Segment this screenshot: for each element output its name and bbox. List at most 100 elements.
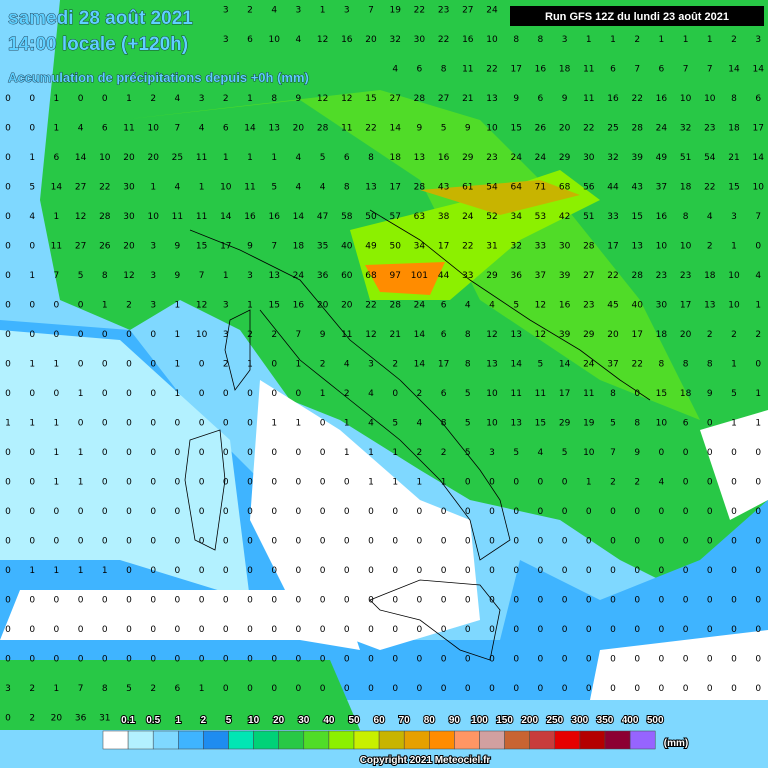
grid-value: 10: [99, 153, 111, 163]
grid-value: 16: [244, 212, 256, 222]
grid-value: 10: [704, 94, 716, 104]
legend-label: 350: [597, 715, 614, 726]
grid-value: 57: [389, 212, 400, 222]
grid-value: 6: [441, 301, 447, 311]
grid-value: 1: [392, 478, 398, 488]
grid-value: 4: [175, 183, 181, 193]
grid-value: 0: [320, 507, 326, 517]
grid-value: 10: [486, 419, 498, 429]
grid-value: 12: [341, 94, 352, 104]
grid-value: 0: [102, 94, 108, 104]
grid-value: 1: [175, 330, 181, 340]
grid-value: 0: [199, 478, 205, 488]
grid-value: 22: [704, 183, 715, 193]
grid-value: 60: [341, 271, 353, 281]
legend-label: 2: [201, 715, 207, 726]
grid-value: 0: [320, 566, 326, 576]
grid-value: 0: [344, 655, 350, 665]
grid-value: 0: [54, 537, 60, 547]
grid-value: 18: [656, 330, 668, 340]
grid-value: 0: [5, 389, 11, 399]
grid-value: 0: [5, 153, 11, 163]
grid-value: 0: [489, 684, 495, 694]
grid-value: 0: [223, 507, 229, 517]
grid-value: 10: [680, 94, 692, 104]
grid-value: 4: [755, 271, 761, 281]
grid-value: 13: [268, 271, 279, 281]
grid-value: 0: [296, 537, 302, 547]
grid-value: 0: [247, 625, 253, 635]
grid-value: 3: [150, 242, 156, 252]
grid-value: 9: [562, 94, 568, 104]
grid-value: 0: [634, 684, 640, 694]
grid-value: 4: [538, 448, 544, 458]
grid-value: 13: [510, 419, 521, 429]
grid-value: 1: [247, 301, 253, 311]
grid-value: 0: [199, 419, 205, 429]
grid-value: 1: [199, 684, 205, 694]
grid-value: 32: [680, 124, 691, 134]
grid-value: 2: [417, 448, 423, 458]
grid-value: 101: [411, 271, 428, 281]
legend-label: 0.5: [146, 715, 160, 726]
grid-value: 20: [341, 301, 353, 311]
legend-swatch: [178, 730, 204, 750]
grid-value: 0: [562, 537, 568, 547]
grid-value: 68: [365, 271, 377, 281]
legend-label: 20: [273, 715, 285, 726]
grid-value: 10: [268, 35, 280, 45]
grid-value: 20: [317, 301, 329, 311]
grid-value: 0: [489, 655, 495, 665]
grid-value: 20: [680, 330, 692, 340]
grid-value: 0: [126, 655, 132, 665]
grid-value: 8: [683, 360, 689, 370]
grid-value: 0: [102, 360, 108, 370]
grid-value: 0: [683, 537, 689, 547]
grid-value: 0: [586, 566, 592, 576]
grid-value: 24: [656, 124, 668, 134]
grid-value: 0: [5, 625, 11, 635]
grid-value: 1: [54, 566, 60, 576]
grid-value: 0: [102, 389, 108, 399]
grid-value: 0: [610, 566, 616, 576]
grid-value: 17: [631, 330, 642, 340]
grid-value: 11: [172, 212, 183, 222]
grid-value: 6: [417, 65, 423, 75]
grid-value: 4: [271, 6, 277, 16]
grid-value: 0: [150, 537, 156, 547]
time-title: 14:00 locale (+120h): [8, 34, 188, 55]
grid-value: 0: [683, 448, 689, 458]
grid-value: 0: [634, 566, 640, 576]
grid-value: 0: [731, 478, 737, 488]
grid-value: 0: [271, 478, 277, 488]
grid-value: 0: [441, 507, 447, 517]
grid-value: 11: [535, 389, 546, 399]
grid-value: 13: [414, 153, 425, 163]
grid-value: 0: [247, 507, 253, 517]
grid-value: 23: [704, 124, 715, 134]
legend-unit: (mm): [664, 738, 688, 749]
grid-value: 0: [271, 360, 277, 370]
grid-value: 0: [296, 478, 302, 488]
grid-value: 2: [29, 684, 35, 694]
grid-value: 1: [344, 448, 350, 458]
grid-value: 0: [683, 566, 689, 576]
grid-value: 1: [29, 153, 35, 163]
grid-value: 34: [414, 242, 426, 252]
grid-value: 20: [123, 242, 135, 252]
grid-value: 32: [510, 242, 521, 252]
grid-value: 1: [102, 301, 108, 311]
grid-value: 0: [586, 537, 592, 547]
grid-value: 0: [634, 596, 640, 606]
grid-value: 0: [5, 212, 11, 222]
grid-value: 0: [586, 655, 592, 665]
grid-value: 1: [659, 35, 665, 45]
legend-label: 10: [248, 715, 260, 726]
grid-value: 1: [731, 419, 737, 429]
grid-value: 10: [486, 389, 498, 399]
grid-value: 14: [752, 153, 764, 163]
legend-swatch: [579, 730, 606, 750]
grid-value: 1: [175, 389, 181, 399]
grid-value: 14: [75, 153, 87, 163]
